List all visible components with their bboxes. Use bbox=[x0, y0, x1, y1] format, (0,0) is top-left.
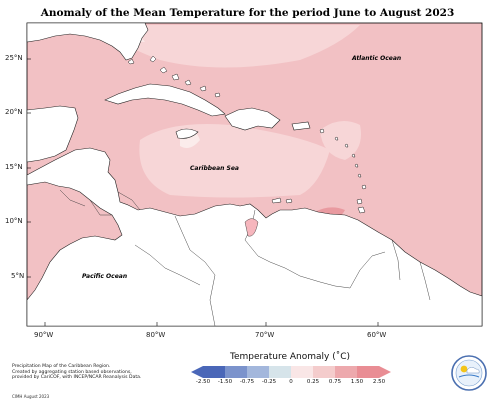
land-hispaniola bbox=[224, 107, 281, 131]
legend-cap-right bbox=[379, 366, 391, 378]
land-cuba bbox=[104, 83, 226, 117]
cimh-logo bbox=[451, 355, 487, 391]
legend-cap-left bbox=[191, 366, 203, 378]
legend-cell bbox=[269, 366, 292, 378]
lon-label-90w: 90°W bbox=[34, 331, 54, 339]
lat-label-5n: 5°N bbox=[11, 272, 25, 280]
anomaly-zone-light bbox=[95, 25, 360, 68]
legend-cell bbox=[313, 366, 336, 378]
legend-cell bbox=[203, 366, 226, 378]
legend-tick-label: -2.50 bbox=[195, 379, 211, 385]
legend-tick-label: 0.25 bbox=[306, 379, 320, 385]
legend-tick-label: -0.75 bbox=[239, 379, 255, 385]
map-title: Anomaly of the Mean Temperature for the … bbox=[40, 7, 455, 19]
anomaly-zone-light bbox=[320, 121, 361, 160]
land-florida bbox=[26, 22, 149, 61]
footer-line-2: Created by aggregating station based obs… bbox=[12, 369, 132, 375]
label-atlantic-ocean: Atlantic Ocean bbox=[352, 55, 402, 62]
legend-colorbar-svg bbox=[191, 366, 391, 378]
footer-note: Precipitation Map of the Caribbean Regio… bbox=[12, 364, 162, 381]
legend-tick-label: 2.50 bbox=[372, 379, 386, 385]
legend-cell bbox=[291, 366, 314, 378]
footer-credit: CIMH August 2023 bbox=[12, 394, 50, 399]
land-yucatan bbox=[26, 105, 79, 163]
lon-label-70w: 70°W bbox=[255, 331, 275, 339]
label-caribbean-sea: Caribbean Sea bbox=[190, 165, 239, 172]
land-jamaica bbox=[175, 128, 199, 139]
lake-maracaibo bbox=[244, 218, 259, 237]
land-puerto-rico bbox=[291, 121, 311, 131]
legend-tick-label: -1.50 bbox=[217, 379, 233, 385]
legend-tick-label: -0.25 bbox=[261, 379, 277, 385]
legend-cell bbox=[335, 366, 358, 378]
lat-label-25n: 25°N bbox=[5, 54, 23, 62]
footer-line-1: Precipitation Map of the Caribbean Regio… bbox=[12, 364, 111, 369]
legend-cell bbox=[225, 366, 248, 378]
legend-tick-label: 0 bbox=[289, 379, 293, 385]
axis-ticks bbox=[27, 58, 379, 326]
land-central-south-america bbox=[26, 147, 483, 327]
label-pacific-ocean: Pacific Ocean bbox=[82, 273, 128, 280]
land-small-islands bbox=[127, 55, 367, 214]
legend-tick-label: 1.50 bbox=[350, 379, 364, 385]
lat-label-10n: 10°N bbox=[5, 217, 23, 225]
lat-label-15n: 15°N bbox=[5, 163, 23, 171]
legend-cell bbox=[357, 366, 380, 378]
legend-tick-label: 0.75 bbox=[328, 379, 342, 385]
legend-title: Temperature Anomaly (˚C) bbox=[229, 352, 350, 362]
lon-label-80w: 80°W bbox=[146, 331, 166, 339]
lat-label-20n: 20°N bbox=[5, 108, 23, 116]
legend-cell bbox=[247, 366, 270, 378]
footer-line-3: provided by CariCOF, with INCEP/NCAR Rea… bbox=[12, 375, 142, 381]
lon-label-60w: 60°W bbox=[367, 331, 387, 339]
